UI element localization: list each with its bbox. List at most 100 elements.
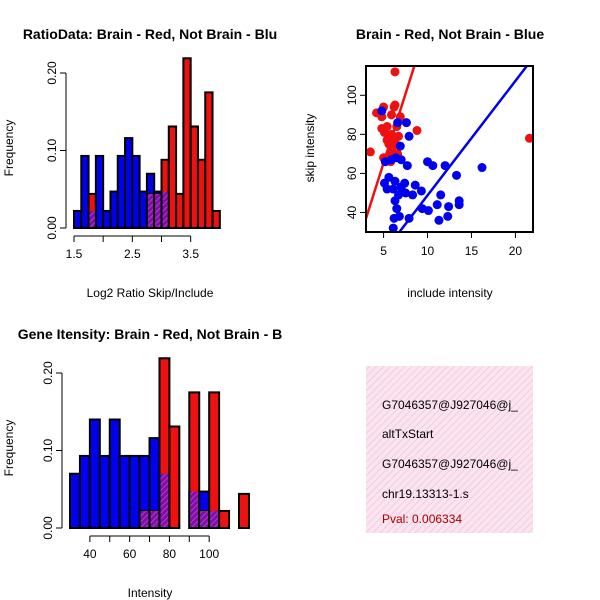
- point-not-brain: [434, 215, 444, 225]
- point-not-brain: [395, 141, 405, 151]
- bars: [73, 57, 221, 230]
- point-brain: [389, 102, 399, 112]
- bar-not-brain: [108, 418, 121, 529]
- x-tick-label: 10: [421, 244, 435, 258]
- point-not-brain: [477, 163, 487, 173]
- gene-id-line: G7046357@J927046@j_: [382, 398, 518, 412]
- bar-overlap: [150, 510, 159, 527]
- bar-brain: [211, 209, 221, 229]
- bar-brain: [188, 391, 201, 529]
- bar-not-brain: [98, 454, 111, 529]
- bars: [69, 357, 250, 530]
- x-tick-label: 2.5: [124, 247, 141, 261]
- bar-not-brain: [102, 209, 112, 229]
- gene-id-line: G7046357@J927046@j_: [382, 457, 518, 471]
- bar-not-brain: [131, 154, 141, 229]
- point-not-brain: [443, 211, 453, 221]
- point-not-brain: [390, 176, 400, 186]
- bar-not-brain: [88, 418, 101, 529]
- axes: 0.00 0.10 0.20 1.5 2.5 3.5: [45, 61, 199, 261]
- y-axis-label: Frequency: [2, 120, 16, 177]
- bar-brain: [204, 91, 214, 229]
- pval-line: Pval: 0.006334: [382, 512, 462, 526]
- point-brain: [524, 133, 533, 143]
- y-axis-label: Frequency: [2, 420, 16, 477]
- point-not-brain: [394, 211, 404, 221]
- point-not-brain: [392, 204, 402, 214]
- bar-brain: [218, 509, 231, 530]
- bar-brain: [208, 391, 221, 529]
- point-not-brain: [454, 200, 464, 210]
- bar-overlap: [162, 191, 168, 227]
- x-tick-label: 1.5: [66, 247, 83, 261]
- point-not-brain: [388, 184, 398, 194]
- plot-frame: [365, 65, 534, 233]
- y-tick-label: 40: [345, 205, 359, 219]
- bar-brain: [196, 158, 207, 229]
- fit-line-not-brain: [398, 66, 528, 232]
- bar-brain: [189, 125, 199, 229]
- bar-overlap: [140, 510, 149, 527]
- bar-not-brain: [69, 472, 81, 529]
- bar-not-brain: [128, 454, 141, 529]
- point-not-brain: [388, 223, 398, 232]
- x-tick-label: 60: [123, 547, 137, 561]
- y-tick-label: 0.10: [45, 138, 59, 162]
- bar-overlap: [155, 193, 161, 227]
- x-tick-label: 40: [83, 547, 97, 561]
- point-not-brain: [416, 186, 426, 196]
- location-line: chr19.13313-1.s: [382, 487, 469, 501]
- bar-not-brain: [116, 154, 127, 229]
- bar-overlap: [190, 491, 199, 527]
- x-tick-label: 20: [509, 244, 523, 258]
- point-brain: [382, 122, 392, 132]
- y-tick-label: 80: [345, 127, 359, 141]
- x-tick-label: 5: [380, 244, 387, 258]
- info-panel-background: [366, 366, 533, 533]
- x-tick-label: 3.5: [182, 247, 199, 261]
- y-tick-label: 0.00: [45, 216, 59, 240]
- chart-title: Gene Itensity: Brain - Red, Not Brain - …: [18, 326, 282, 342]
- bar-brain: [182, 57, 192, 230]
- point-not-brain: [432, 200, 442, 210]
- bar-not-brain: [138, 190, 148, 229]
- bar-not-brain: [109, 190, 119, 229]
- ratio-histogram: RatioData: Brain - Red, Not Brain - Blu …: [2, 26, 277, 300]
- point-not-brain: [440, 161, 450, 171]
- chart-title: Brain - Red, Not Brain - Blue: [356, 26, 544, 42]
- bar-overlap: [210, 510, 219, 527]
- bar-brain: [168, 425, 181, 530]
- point-not-brain: [390, 196, 400, 206]
- bar-not-brain: [78, 454, 91, 529]
- point-not-brain: [404, 131, 414, 141]
- bar-overlap: [200, 510, 209, 527]
- bar-brain: [175, 192, 185, 229]
- point-not-brain: [401, 118, 411, 128]
- x-axis-label: Intensity: [128, 586, 173, 600]
- bar-not-brain: [124, 137, 134, 230]
- bar-brain: [238, 492, 250, 529]
- chart-title: RatioData: Brain - Red, Not Brain - Blu: [23, 26, 277, 42]
- point-not-brain: [400, 178, 410, 188]
- bar-overlap: [147, 193, 154, 227]
- axes: 0.00 0.10 0.20 40 60 80 100: [41, 361, 220, 561]
- point-not-brain: [436, 190, 446, 200]
- info-panel: G7046357@J927046@j_ altTxStart G7046357@…: [366, 366, 533, 533]
- y-axis-label: skip intensity: [303, 114, 317, 183]
- point-not-brain: [423, 206, 433, 216]
- point-not-brain: [382, 184, 392, 194]
- point-not-brain: [452, 170, 462, 180]
- point-brain: [412, 125, 422, 135]
- bar-not-brain: [80, 154, 90, 229]
- y-tick-label: 0.20: [41, 361, 55, 385]
- point-not-brain: [380, 157, 390, 167]
- y-tick-label: 100: [345, 85, 359, 105]
- point-not-brain: [377, 106, 387, 116]
- point-brain: [394, 131, 404, 141]
- x-tick-label: 100: [199, 547, 219, 561]
- point-not-brain: [444, 202, 454, 212]
- y-tick-label: 0.10: [41, 438, 55, 462]
- point-not-brain: [401, 188, 411, 198]
- event-type-line: altTxStart: [382, 427, 434, 441]
